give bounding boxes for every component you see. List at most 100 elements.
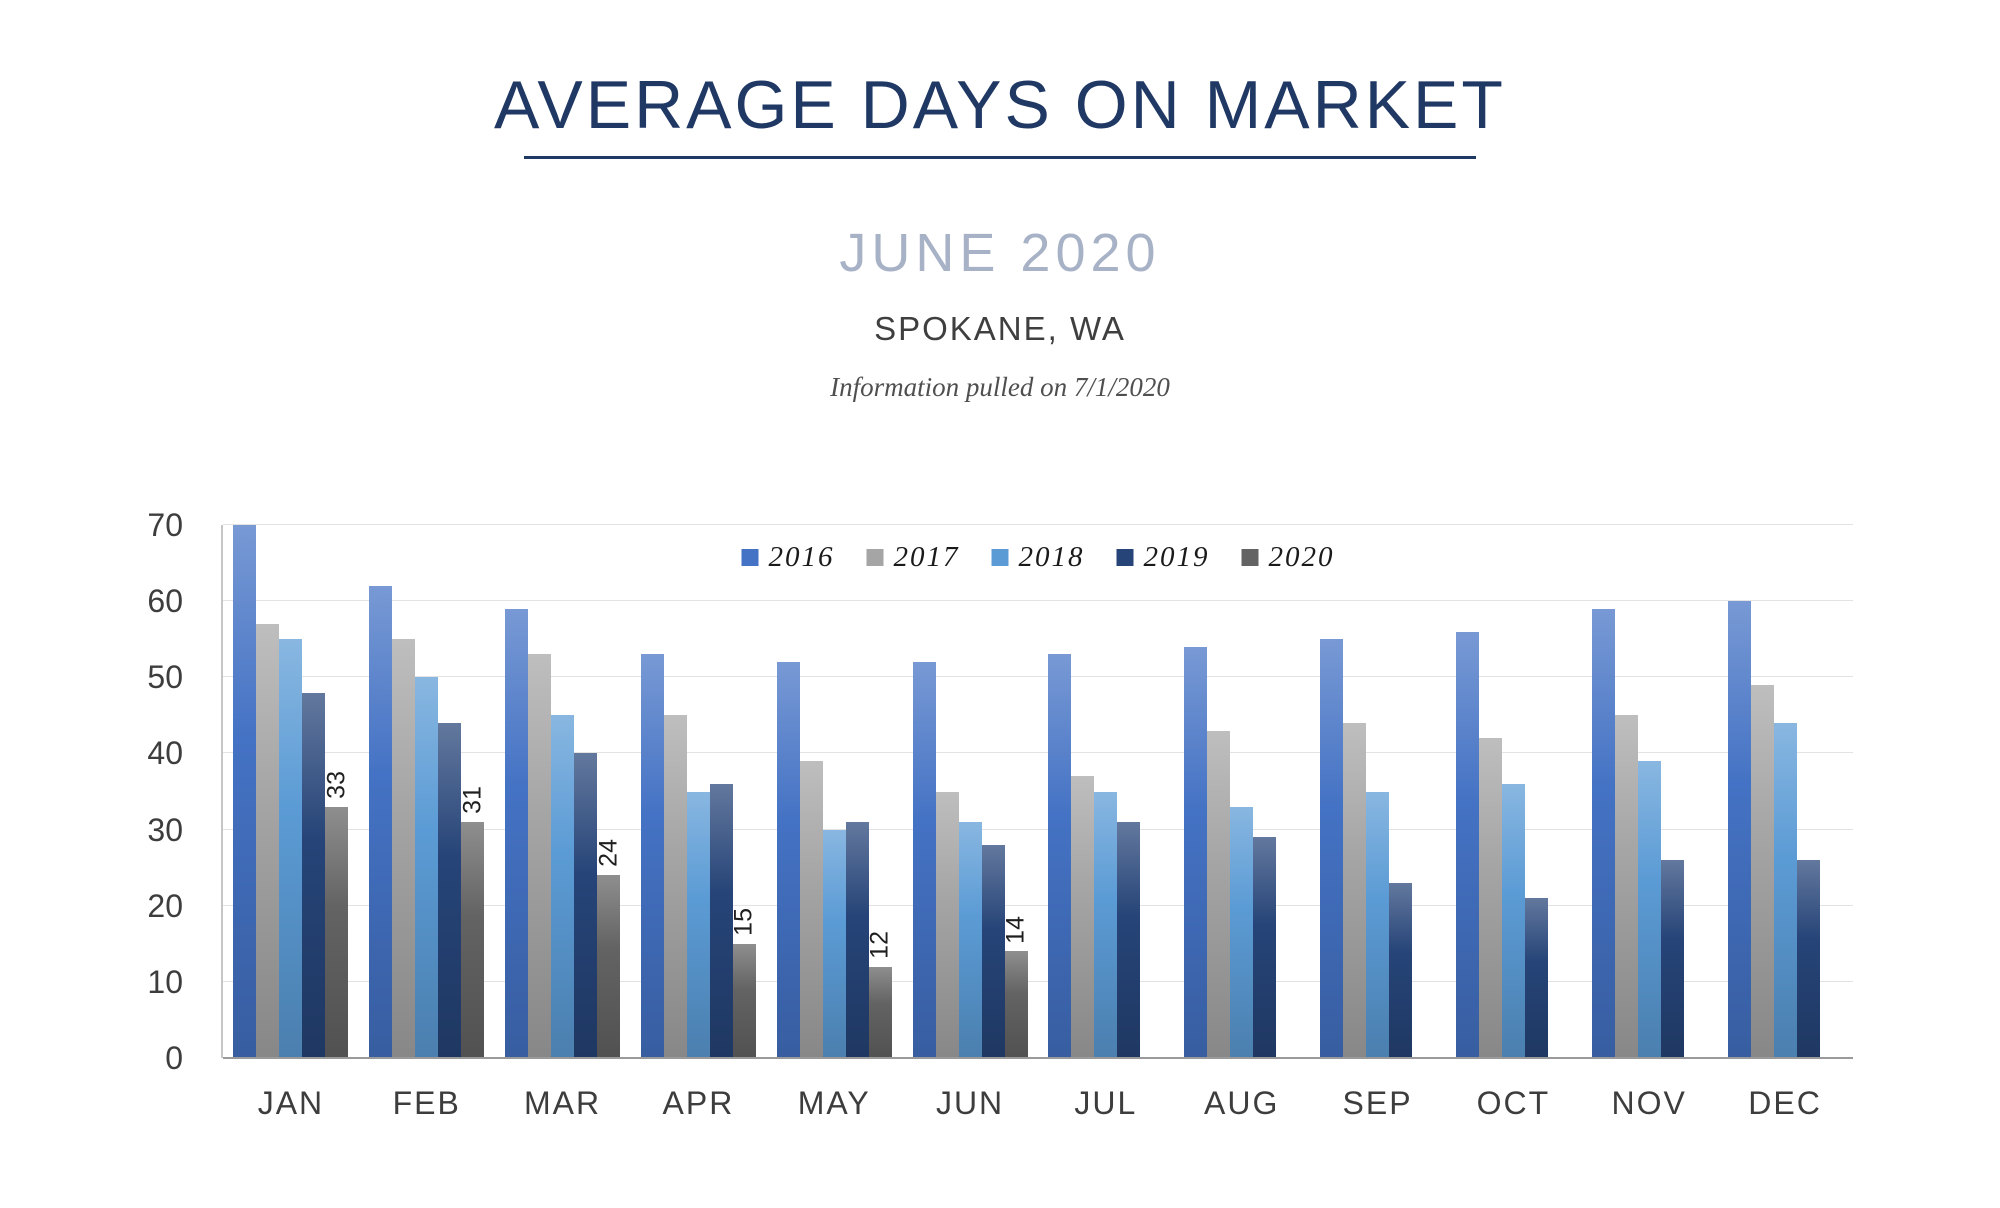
bar-2016-apr xyxy=(640,654,664,1058)
x-axis-label-sep: SEP xyxy=(1342,1085,1413,1121)
bar-value-label-2020-feb: 31 xyxy=(458,786,487,814)
legend-item-2018: 2018 xyxy=(991,541,1085,574)
x-axis-label-mar: MAR xyxy=(524,1085,602,1121)
x-axis-label-may: MAY xyxy=(797,1085,871,1121)
y-axis-line xyxy=(221,525,223,1058)
legend-swatch-2019 xyxy=(1116,549,1134,566)
gridline-30 xyxy=(223,828,1853,830)
bar-group-may: 12 MAY xyxy=(766,525,902,1121)
bar-2016-mar xyxy=(505,608,529,1058)
bar-2016-jan xyxy=(233,525,257,1058)
report-location: SPOKANE, WA xyxy=(874,310,1126,347)
bar-2016-nov xyxy=(1591,608,1615,1058)
bar-2016-sep xyxy=(1320,639,1344,1058)
legend: 2016 2017 2018 2019 2020 xyxy=(741,541,1335,574)
bar-2016-aug xyxy=(1184,646,1208,1058)
gridline-40 xyxy=(223,752,1853,754)
bar-2018-jul xyxy=(1094,791,1118,1058)
bar-2019-aug xyxy=(1253,837,1277,1058)
bar-value-label-2020-apr: 15 xyxy=(729,907,758,936)
bar-2018-jun xyxy=(958,821,982,1058)
x-axis-label-oct: OCT xyxy=(1476,1085,1551,1121)
legend-swatch-2017 xyxy=(866,549,884,566)
bar-2020-jan: 33 xyxy=(322,771,350,1058)
legend-label-2018: 2018 xyxy=(1018,541,1085,573)
legend-item-2016: 2016 xyxy=(741,541,835,574)
bar-2019-nov xyxy=(1660,860,1684,1058)
gridline-60 xyxy=(223,600,1853,602)
bar-2019-jun xyxy=(981,844,1005,1058)
gridline-20 xyxy=(223,904,1853,906)
legend-label-2016: 2016 xyxy=(768,541,835,573)
legend-label-2017: 2017 xyxy=(893,541,960,573)
bar-2016-feb xyxy=(369,585,393,1058)
bar-group-nov: NOV xyxy=(1581,525,1717,1121)
y-axis-tick-label-30: 30 xyxy=(147,811,183,848)
bar-group-jul: JUL xyxy=(1038,525,1174,1121)
bar-2018-sep xyxy=(1366,791,1390,1058)
legend-swatch-2020 xyxy=(1241,549,1259,566)
bar-2016-jun xyxy=(912,662,936,1058)
legend-swatch-2016 xyxy=(741,549,759,566)
bar-2019-mar xyxy=(574,753,598,1058)
bar-2017-apr xyxy=(663,715,687,1058)
bar-2019-feb xyxy=(438,722,462,1058)
gridline-70 xyxy=(223,524,1853,525)
bar-2020-may: 12 xyxy=(866,931,894,1058)
bar-2016-dec xyxy=(1727,601,1751,1058)
bar-2019-apr xyxy=(709,783,733,1058)
bar-2018-nov xyxy=(1637,761,1661,1058)
bar-2018-apr xyxy=(686,791,710,1058)
bar-2017-jun xyxy=(935,791,959,1058)
y-axis-tick-label-20: 20 xyxy=(147,887,183,924)
bar-group-aug: AUG xyxy=(1174,525,1310,1121)
y-axis-tick-label-70: 70 xyxy=(147,507,183,543)
y-axis-tick-label-0: 0 xyxy=(165,1040,183,1076)
legend-label-2019: 2019 xyxy=(1143,541,1210,573)
gridline-10 xyxy=(223,980,1853,982)
x-axis-label-jul: JUL xyxy=(1074,1085,1138,1121)
bar-group-jun: 14 JUN xyxy=(902,525,1038,1121)
bar-group-sep: SEP xyxy=(1310,525,1446,1121)
title-underline xyxy=(524,156,1476,159)
bar-2019-jan xyxy=(302,692,326,1058)
bar-2017-mar xyxy=(528,654,552,1058)
legend-item-2020: 2020 xyxy=(1241,541,1335,574)
info-note: Information pulled on 7/1/2020 xyxy=(830,372,1170,402)
x-axis-label-jun: JUN xyxy=(935,1085,1005,1121)
bar-2016-jul xyxy=(1048,654,1072,1058)
legend-item-2019: 2019 xyxy=(1116,541,1210,574)
bar-2020-jun: 14 xyxy=(1002,916,1030,1058)
legend-item-2017: 2017 xyxy=(866,541,960,574)
bar-2017-jul xyxy=(1071,776,1095,1058)
bar-group-mar: 24 MAR xyxy=(495,525,631,1121)
bar-group-apr: 15 APR xyxy=(630,525,766,1121)
bar-2018-may xyxy=(822,829,846,1058)
legend-swatch-2018 xyxy=(991,549,1009,566)
y-axis-tick-label-10: 10 xyxy=(147,963,183,1000)
bar-2017-jan xyxy=(256,624,280,1058)
x-axis-label-aug: AUG xyxy=(1204,1085,1280,1121)
bar-value-label-2020-mar: 24 xyxy=(594,839,623,868)
bar-group-feb: 31 FEB xyxy=(359,525,495,1121)
x-axis-line xyxy=(223,1057,1853,1059)
bar-group-oct: OCT xyxy=(1445,525,1581,1121)
legend-label-2020: 2020 xyxy=(1268,541,1335,573)
bar-groups: 33 JAN 31 FEB 24 MAR 15 APR 12 MAY 14 JUN JUL AUG SEP O… xyxy=(223,525,1853,1121)
bar-2020-feb: 31 xyxy=(458,786,486,1058)
bar-2019-dec xyxy=(1796,860,1820,1058)
bar-2017-aug xyxy=(1207,730,1231,1058)
bar-value-label-2020-may: 12 xyxy=(865,930,894,959)
chart-title: AVERAGE DAYS ON MARKET xyxy=(494,67,1506,143)
bar-2016-oct xyxy=(1455,631,1479,1058)
bar-2018-jan xyxy=(279,639,303,1058)
bar-2018-aug xyxy=(1230,806,1254,1058)
bar-2020-mar: 24 xyxy=(594,839,622,1058)
plot-area: 0 10 20 30 40 50 60 70 33 JAN 31 FEB 24 MAR 15 APR 12 MA… xyxy=(147,509,1853,1121)
bar-2016-may xyxy=(776,662,800,1058)
bar-value-label-2020-jun: 14 xyxy=(1001,915,1030,944)
gridline-50 xyxy=(223,676,1853,678)
bar-group-dec: DEC xyxy=(1717,525,1853,1121)
bar-value-label-2020-jan: 33 xyxy=(322,770,351,799)
y-axis-tick-label-50: 50 xyxy=(147,659,183,696)
